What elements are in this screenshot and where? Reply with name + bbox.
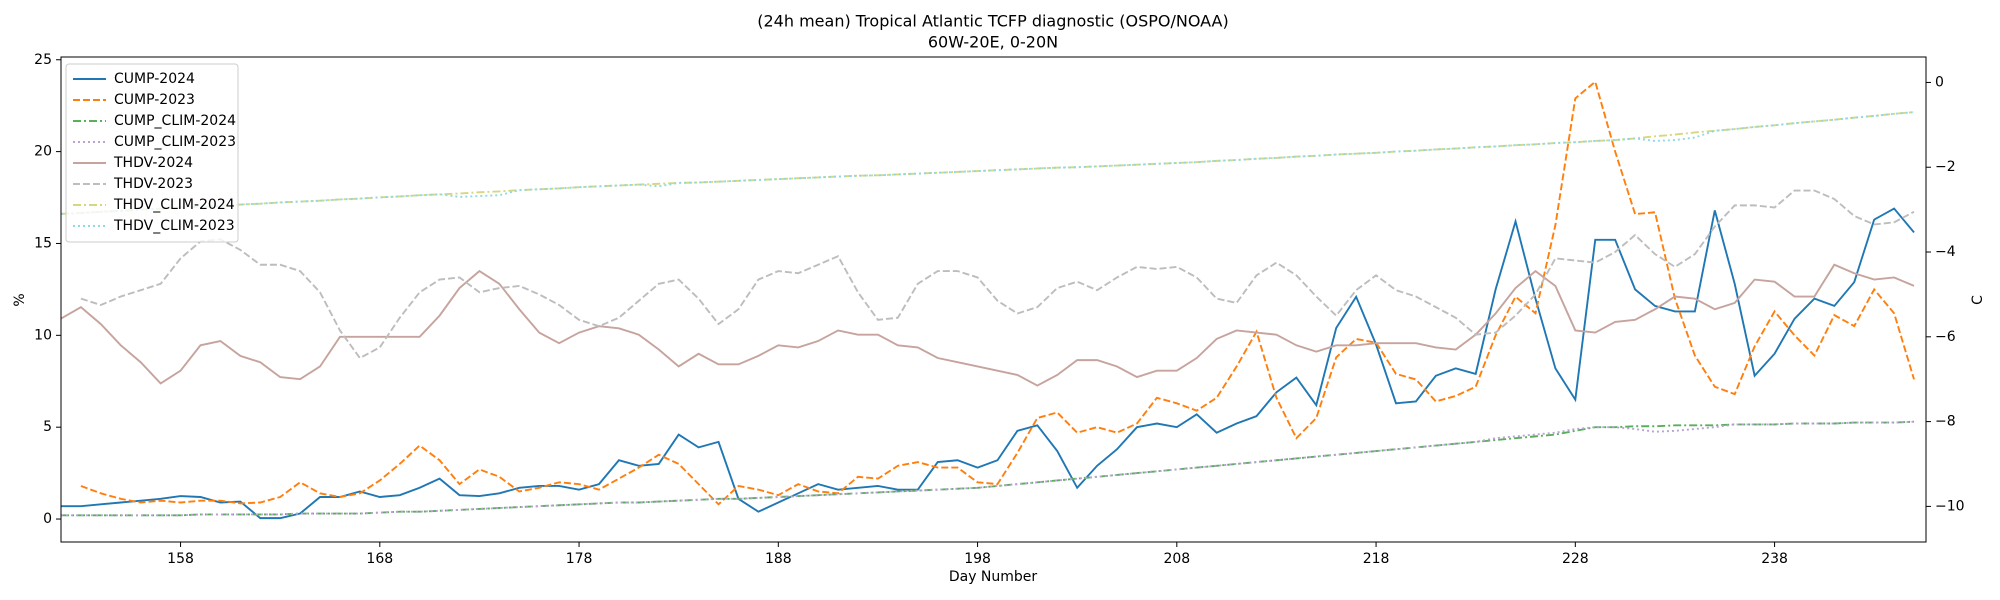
legend: CUMP-2024 CUMP-2023 CUMP_CLIM-2024 CUMP_CLI…	[65, 63, 239, 243]
y-tick-label: 15	[34, 235, 52, 251]
y-axis-label: %	[12, 293, 28, 306]
x-tick-label: 178	[566, 551, 593, 567]
y2-tick-label: −6	[1935, 329, 1956, 345]
y2-axis-label: C	[1970, 295, 1986, 305]
series-line	[61, 111, 1915, 215]
series-line	[80, 189, 1915, 360]
y-tick-label: 0	[43, 511, 52, 527]
y2-tick-label: −4	[1935, 244, 1956, 260]
legend-label: THDV_CLIM-2023	[113, 218, 235, 234]
y2-tick-label: −2	[1935, 159, 1956, 175]
x-tick-label: 168	[366, 551, 393, 567]
plot-frame	[60, 56, 1927, 543]
legend-label: THDV-2024	[113, 155, 193, 171]
x-tick-label: 228	[1562, 551, 1589, 567]
plot-lines	[61, 80, 1915, 520]
legend-label: CUMP_CLIM-2023	[114, 134, 236, 150]
legend-label: CUMP_CLIM-2024	[114, 113, 236, 129]
series-line	[61, 420, 1915, 517]
legend-label: THDV-2023	[113, 176, 193, 192]
x-tick-label: 198	[964, 551, 991, 567]
x-tick-label: 238	[1761, 551, 1788, 567]
chart-subtitle: 60W-20E, 0-20N	[928, 33, 1058, 52]
series-line	[80, 80, 1915, 506]
y-tick-label: 10	[34, 327, 52, 343]
chart-title: (24h mean) Tropical Atlantic TCFP diagno…	[757, 12, 1229, 31]
y-tick-label: 20	[34, 144, 52, 160]
legend-box	[65, 63, 239, 243]
x-tick-label: 218	[1363, 551, 1390, 567]
series-line	[61, 263, 1915, 387]
x-tick-label: 158	[167, 551, 194, 567]
series-line	[61, 207, 1915, 520]
y-tick-label: 25	[34, 52, 52, 68]
y2-tick-label: 0	[1935, 74, 1944, 90]
y-tick-label: 5	[43, 419, 52, 435]
x-tick-label: 208	[1163, 551, 1190, 567]
legend-label: CUMP-2023	[114, 92, 195, 108]
y2-tick-label: −10	[1935, 498, 1965, 514]
legend-label: THDV_CLIM-2024	[113, 197, 235, 213]
x-axis-label: Day Number	[949, 569, 1038, 585]
legend-label: CUMP-2024	[114, 71, 195, 87]
x-tick-label: 188	[765, 551, 792, 567]
y2-tick-label: −8	[1935, 414, 1956, 430]
